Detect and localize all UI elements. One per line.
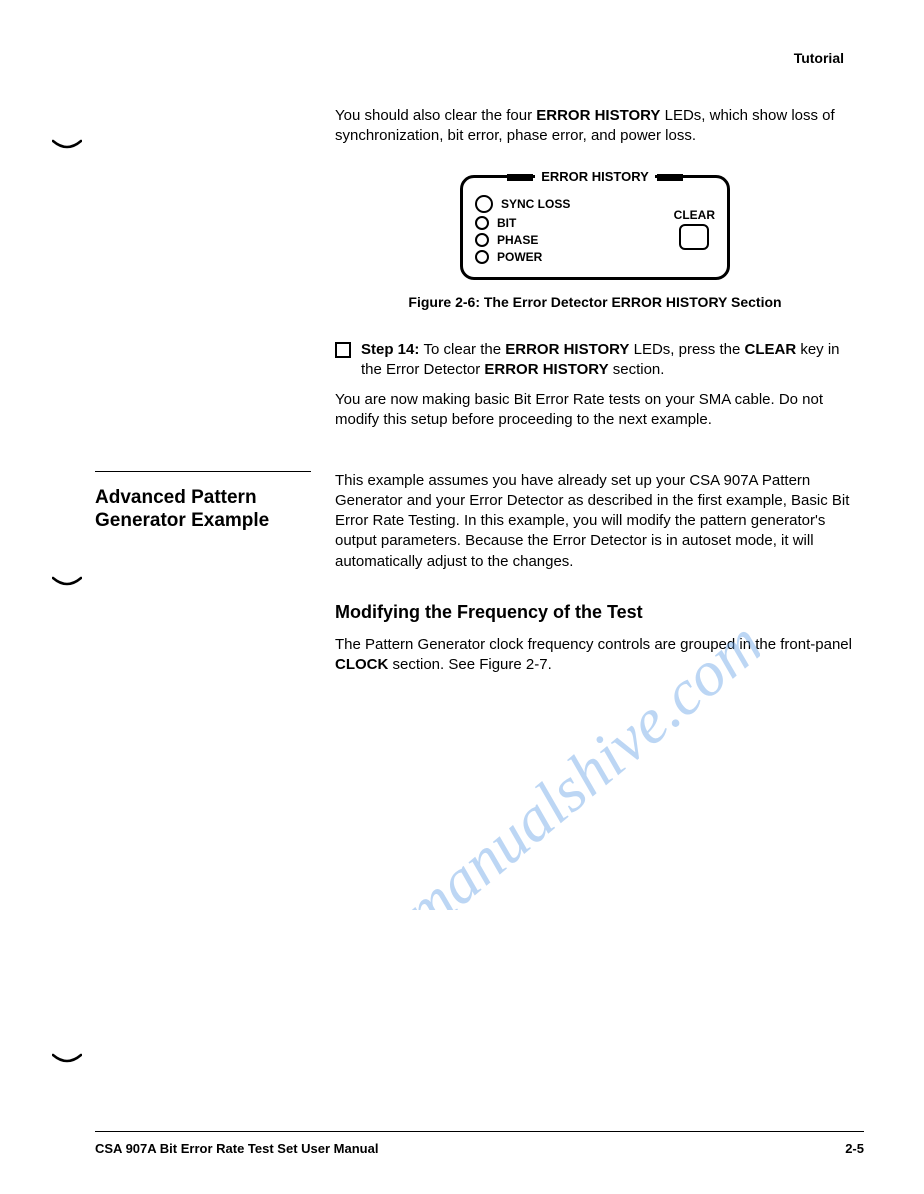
panel-led-list: SYNC LOSS BIT PHASE POWER xyxy=(475,192,660,267)
led-row: POWER xyxy=(475,250,660,264)
error-history-panel: ERROR HISTORY SYNC LOSS BIT xyxy=(460,175,730,280)
led-icon xyxy=(475,216,489,230)
binding-mark-icon xyxy=(52,138,82,150)
binding-mark-icon xyxy=(52,575,82,587)
led-icon xyxy=(475,195,493,213)
clear-button-graphic xyxy=(679,224,709,250)
figure-panel-wrap: ERROR HISTORY SYNC LOSS BIT xyxy=(335,175,855,280)
panel-title-wrap: ERROR HISTORY xyxy=(463,169,727,184)
footer-rule xyxy=(95,1131,864,1132)
led-label: BIT xyxy=(497,216,516,230)
text: LEDs, press the xyxy=(629,341,744,358)
text: section. See Figure 2-7. xyxy=(388,656,551,673)
led-label: POWER xyxy=(497,250,542,264)
text-bold: ERROR HISTORY xyxy=(505,341,629,358)
page-footer: CSA 907A Bit Error Rate Test Set User Ma… xyxy=(95,1141,864,1156)
footer-left: CSA 907A Bit Error Rate Test Set User Ma… xyxy=(95,1141,378,1156)
text-bold: ERROR HISTORY xyxy=(536,107,660,124)
section-title: Advanced Pattern Generator Example xyxy=(95,486,311,534)
text-bold: CLOCK xyxy=(335,656,388,673)
led-label: SYNC LOSS xyxy=(501,197,570,211)
section-divider xyxy=(95,471,311,472)
led-row: BIT xyxy=(475,216,660,230)
section-sidebar: Advanced Pattern Generator Example xyxy=(95,471,311,534)
text: section. xyxy=(609,361,665,378)
panel-body: SYNC LOSS BIT PHASE POWER xyxy=(475,192,715,267)
section-row: Advanced Pattern Generator Example This … xyxy=(95,471,864,684)
body-column: You should also clear the four ERROR HIS… xyxy=(335,106,855,431)
step-text: Step 14: To clear the ERROR HISTORY LEDs… xyxy=(361,340,855,381)
led-icon xyxy=(475,233,489,247)
text: To clear the xyxy=(424,341,506,358)
page: Tutorial manualshive.com You should also… xyxy=(0,0,924,1194)
checkbox-icon xyxy=(335,342,351,358)
led-row: SYNC LOSS xyxy=(475,195,660,213)
text: You should also clear the four xyxy=(335,107,536,124)
clear-label: CLEAR xyxy=(674,208,715,222)
led-icon xyxy=(475,250,489,264)
panel-title: ERROR HISTORY xyxy=(535,169,655,184)
page-header-label: Tutorial xyxy=(794,50,844,66)
clear-block: CLEAR xyxy=(674,208,715,250)
text-bold: ERROR HISTORY xyxy=(484,361,608,378)
subsection-paragraph: The Pattern Generator clock frequency co… xyxy=(335,635,864,676)
footer-right: 2-5 xyxy=(845,1141,864,1156)
intro-paragraph: You should also clear the four ERROR HIS… xyxy=(335,106,855,147)
text-bold: CLEAR xyxy=(745,341,797,358)
step-label: Step 14: xyxy=(361,341,424,358)
text: The Pattern Generator clock frequency co… xyxy=(335,636,852,653)
subsection-title: Modifying the Frequency of the Test xyxy=(335,602,864,623)
section-paragraph: This example assumes you have already se… xyxy=(335,471,864,572)
follow-up-paragraph: You are now making basic Bit Error Rate … xyxy=(335,390,855,431)
binding-mark-icon xyxy=(52,1052,82,1064)
led-row: PHASE xyxy=(475,233,660,247)
section-body: This example assumes you have already se… xyxy=(335,471,864,684)
step-row: Step 14: To clear the ERROR HISTORY LEDs… xyxy=(335,340,855,381)
figure-caption: Figure 2-6: The Error Detector ERROR HIS… xyxy=(335,294,855,310)
led-label: PHASE xyxy=(497,233,538,247)
